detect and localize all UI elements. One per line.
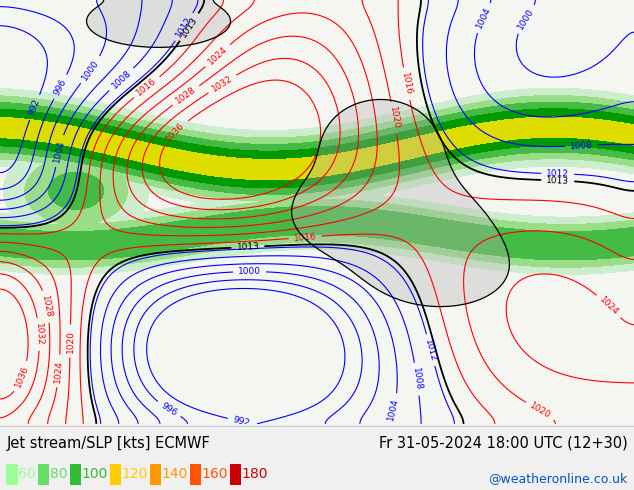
Text: 1008: 1008 (411, 367, 423, 391)
Text: 1000: 1000 (238, 267, 261, 276)
Text: 60: 60 (18, 467, 36, 481)
Text: 1012: 1012 (424, 338, 438, 362)
Text: 1020: 1020 (387, 106, 401, 130)
Text: 1032: 1032 (210, 74, 235, 94)
Text: 1020: 1020 (528, 401, 552, 420)
Text: 1004: 1004 (52, 139, 66, 163)
Text: 992: 992 (231, 415, 250, 428)
Bar (38, 464, 49, 485)
Text: 1013: 1013 (179, 15, 199, 39)
Text: 1024: 1024 (597, 295, 620, 318)
Text: 1013: 1013 (236, 242, 259, 252)
Text: 1008: 1008 (110, 68, 133, 91)
Text: 1000: 1000 (81, 58, 101, 82)
Bar (70, 464, 81, 485)
Text: 1032: 1032 (34, 323, 44, 346)
Text: 1036: 1036 (14, 365, 31, 389)
Text: 1028: 1028 (174, 85, 198, 106)
Text: 1024: 1024 (206, 45, 229, 67)
Bar (110, 464, 121, 485)
Text: 80: 80 (50, 467, 68, 481)
Text: 1013: 1013 (546, 175, 569, 186)
Text: 1024: 1024 (53, 359, 64, 383)
Text: 140: 140 (162, 467, 188, 481)
Bar (190, 464, 201, 485)
Text: 1016: 1016 (135, 76, 158, 98)
Text: 1028: 1028 (41, 294, 53, 319)
Text: 1020: 1020 (65, 330, 75, 353)
Text: 1016: 1016 (294, 232, 317, 243)
Text: 160: 160 (202, 467, 228, 481)
Text: 1036: 1036 (164, 121, 187, 144)
Text: 1004: 1004 (387, 397, 401, 421)
Text: 996: 996 (53, 77, 68, 97)
Text: 180: 180 (242, 467, 268, 481)
Bar (150, 464, 161, 485)
Text: 992: 992 (27, 98, 42, 117)
Text: 1004: 1004 (475, 5, 493, 30)
Text: Jet stream/SLP [kts] ECMWF: Jet stream/SLP [kts] ECMWF (6, 436, 210, 451)
Bar (230, 464, 241, 485)
Text: 1000: 1000 (515, 7, 535, 31)
Text: 1016: 1016 (400, 72, 413, 96)
Text: 1012: 1012 (546, 169, 569, 178)
Text: @weatheronline.co.uk: @weatheronline.co.uk (488, 472, 628, 485)
Text: 996: 996 (159, 401, 179, 418)
Text: 1008: 1008 (570, 141, 593, 150)
Text: Fr 31-05-2024 18:00 UTC (12+30): Fr 31-05-2024 18:00 UTC (12+30) (379, 436, 628, 451)
Text: 100: 100 (82, 467, 108, 481)
Bar (6, 464, 18, 485)
Text: 120: 120 (122, 467, 148, 481)
Text: 1012: 1012 (174, 15, 194, 39)
